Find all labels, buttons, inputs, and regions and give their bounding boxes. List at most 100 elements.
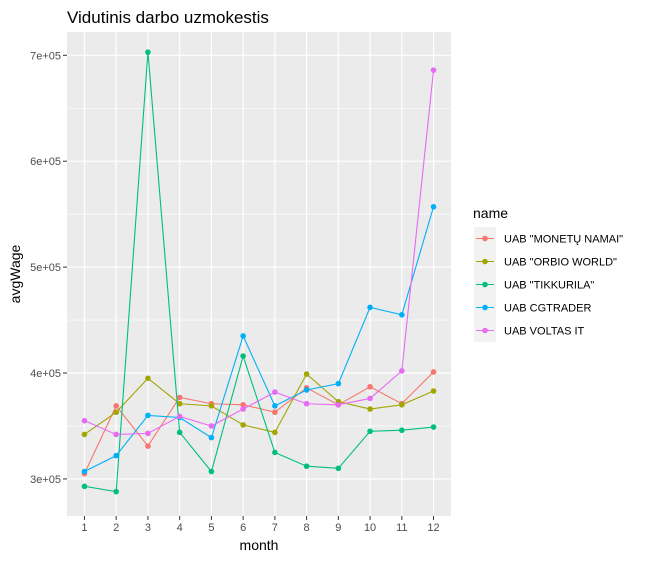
legend-key-point bbox=[482, 235, 488, 242]
data-point bbox=[367, 428, 373, 435]
data-point bbox=[430, 424, 437, 430]
data-point bbox=[176, 394, 183, 401]
data-point bbox=[303, 387, 310, 393]
y-tick-label: 5e+05 bbox=[30, 262, 61, 274]
legend-key-point bbox=[482, 258, 488, 265]
x-tick-label: 9 bbox=[335, 522, 341, 534]
data-point bbox=[272, 409, 278, 416]
data-point bbox=[81, 431, 88, 438]
legend-item: UAB "TIKKURILA" bbox=[474, 273, 594, 296]
data-point bbox=[240, 353, 246, 359]
legend-key-point bbox=[482, 327, 488, 334]
x-tick-label: 1 bbox=[81, 522, 87, 534]
series-line bbox=[84, 206, 435, 473]
data-point bbox=[430, 67, 437, 73]
legend-items: UAB "MONETŲ NAMAI" UAB "ORBIO WORLD" UAB "… bbox=[474, 227, 623, 342]
series-line bbox=[84, 52, 434, 493]
x-tick-label: 8 bbox=[304, 522, 310, 534]
x-tick-label: 5 bbox=[208, 522, 214, 534]
legend-title: name bbox=[473, 205, 508, 221]
data-point bbox=[208, 434, 215, 441]
data-point bbox=[272, 403, 278, 409]
data-point bbox=[208, 468, 215, 475]
series-line bbox=[83, 371, 434, 474]
data-point bbox=[113, 452, 119, 459]
x-tick-label: 10 bbox=[364, 522, 376, 534]
legend-key-point bbox=[482, 281, 488, 288]
x-tick-label: 3 bbox=[145, 522, 151, 534]
data-point bbox=[145, 375, 151, 382]
x-axis-title: month bbox=[240, 537, 279, 553]
data-point bbox=[272, 429, 278, 436]
series-1 bbox=[81, 371, 437, 438]
y-axis: 3e+05 4e+05 5e+05 6e+05 7e+05 bbox=[30, 50, 67, 486]
legend-item: UAB "MONETŲ NAMAI" bbox=[474, 227, 623, 250]
legend-label: UAB CGTRADER bbox=[504, 303, 591, 315]
x-tick-label: 11 bbox=[396, 522, 407, 534]
x-tick-label: 12 bbox=[427, 522, 439, 534]
legend-label: UAB "TIKKURILA" bbox=[504, 280, 594, 292]
data-point bbox=[430, 369, 437, 375]
series-layer bbox=[81, 49, 437, 495]
data-point bbox=[367, 395, 373, 402]
x-tick-label: 7 bbox=[272, 522, 278, 534]
series-3 bbox=[81, 203, 437, 475]
legend: name UAB "MONETŲ NAMAI" UAB "ORBIO WORLD"… bbox=[473, 205, 623, 342]
data-point bbox=[81, 417, 88, 424]
y-tick-label: 4e+05 bbox=[30, 368, 61, 380]
data-point bbox=[81, 468, 88, 475]
data-point bbox=[113, 488, 119, 495]
data-point bbox=[240, 333, 246, 339]
legend-label: UAB VOLTAS IT bbox=[504, 326, 585, 338]
data-point bbox=[399, 401, 405, 408]
data-point bbox=[335, 380, 342, 387]
data-point bbox=[430, 203, 437, 210]
legend-item: UAB CGTRADER bbox=[474, 296, 591, 319]
legend-key-point bbox=[482, 304, 488, 311]
legend-label: UAB "MONETŲ NAMAI" bbox=[504, 234, 623, 246]
data-point bbox=[145, 430, 151, 437]
data-point bbox=[303, 371, 310, 377]
data-point bbox=[145, 49, 151, 55]
y-tick-label: 6e+05 bbox=[30, 156, 61, 168]
data-point bbox=[113, 431, 119, 438]
plot-panel bbox=[67, 32, 451, 516]
data-point bbox=[430, 388, 437, 394]
data-point bbox=[399, 427, 405, 434]
data-point bbox=[367, 383, 373, 390]
x-tick-label: 2 bbox=[113, 522, 119, 534]
data-point bbox=[303, 400, 310, 407]
data-point bbox=[145, 443, 151, 449]
data-point bbox=[399, 311, 405, 318]
data-point bbox=[176, 400, 183, 407]
legend-label: UAB "ORBIO WORLD" bbox=[504, 257, 617, 269]
data-point bbox=[303, 463, 310, 470]
data-point bbox=[240, 401, 246, 408]
data-point bbox=[208, 423, 215, 429]
data-point bbox=[335, 465, 342, 472]
data-point bbox=[367, 406, 373, 412]
data-point bbox=[81, 483, 88, 490]
data-point bbox=[113, 409, 119, 416]
data-point bbox=[399, 368, 405, 374]
legend-item: UAB VOLTAS IT bbox=[474, 319, 585, 342]
data-point bbox=[240, 406, 246, 412]
data-point bbox=[176, 429, 183, 436]
series-line bbox=[84, 373, 434, 435]
series-4 bbox=[81, 67, 437, 438]
data-point bbox=[367, 304, 373, 311]
data-point bbox=[208, 403, 215, 409]
data-point bbox=[272, 449, 278, 456]
y-axis-title: avgWage bbox=[7, 244, 23, 303]
data-point bbox=[113, 403, 119, 409]
data-point bbox=[145, 412, 151, 419]
x-tick-label: 4 bbox=[177, 522, 183, 534]
data-point bbox=[176, 413, 183, 420]
series-line bbox=[84, 70, 435, 436]
x-axis: 1 2 3 4 5 6 7 8 9 10 11 12 bbox=[81, 516, 440, 534]
data-point bbox=[272, 389, 278, 395]
series-2 bbox=[81, 49, 437, 495]
x-tick-label: 6 bbox=[240, 522, 246, 534]
